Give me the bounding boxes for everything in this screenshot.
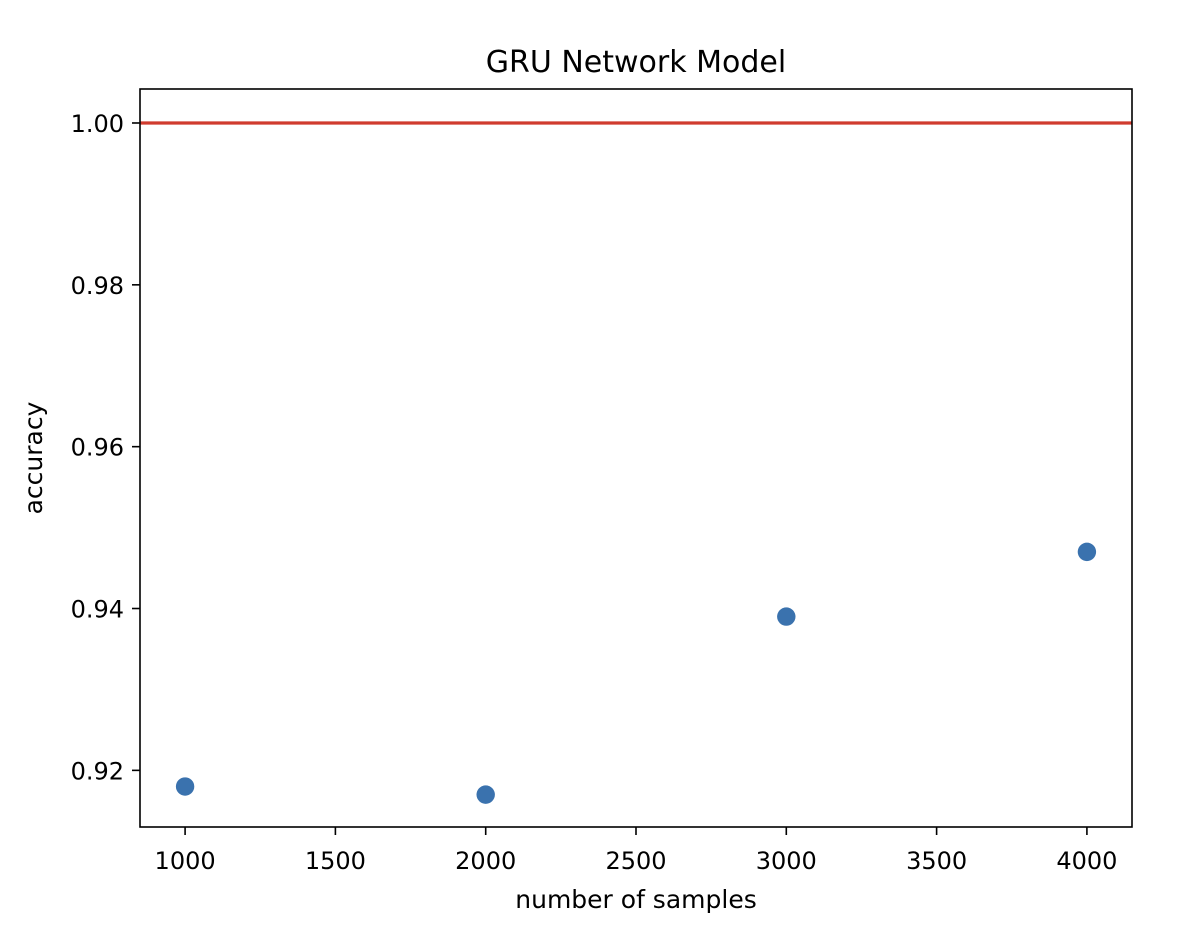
x-tick-label-0: 1000 (155, 847, 216, 875)
data-point-3 (1077, 542, 1097, 562)
x-axis-label: number of samples (515, 885, 756, 914)
y-tick-label-2: 0.96 (71, 434, 124, 462)
x-tick-label-5: 3500 (906, 847, 967, 875)
y-axis: 0.92 0.94 0.96 0.98 1.00 (71, 110, 140, 785)
y-tick-label-3: 0.98 (71, 272, 124, 300)
chart-title: GRU Network Model (486, 45, 786, 80)
x-tick-label-4: 3000 (756, 847, 817, 875)
data-point-0 (175, 777, 195, 796)
y-axis-label: accuracy (19, 401, 48, 514)
data-point-1 (476, 785, 495, 804)
y-tick-label-0: 0.92 (71, 757, 124, 785)
x-tick-label-6: 4000 (1056, 847, 1117, 875)
x-tick-label-2: 2000 (455, 847, 516, 875)
data-point-2 (777, 607, 796, 626)
y-tick-label-1: 0.94 (71, 596, 124, 624)
x-axis: 1000 1500 2000 2500 3000 3500 4000 (155, 827, 1117, 875)
plot-area (140, 121, 1132, 804)
x-tick-label-1: 1500 (305, 847, 366, 875)
x-tick-label-3: 2500 (605, 847, 666, 875)
y-tick-label-4: 1.00 (71, 110, 124, 138)
